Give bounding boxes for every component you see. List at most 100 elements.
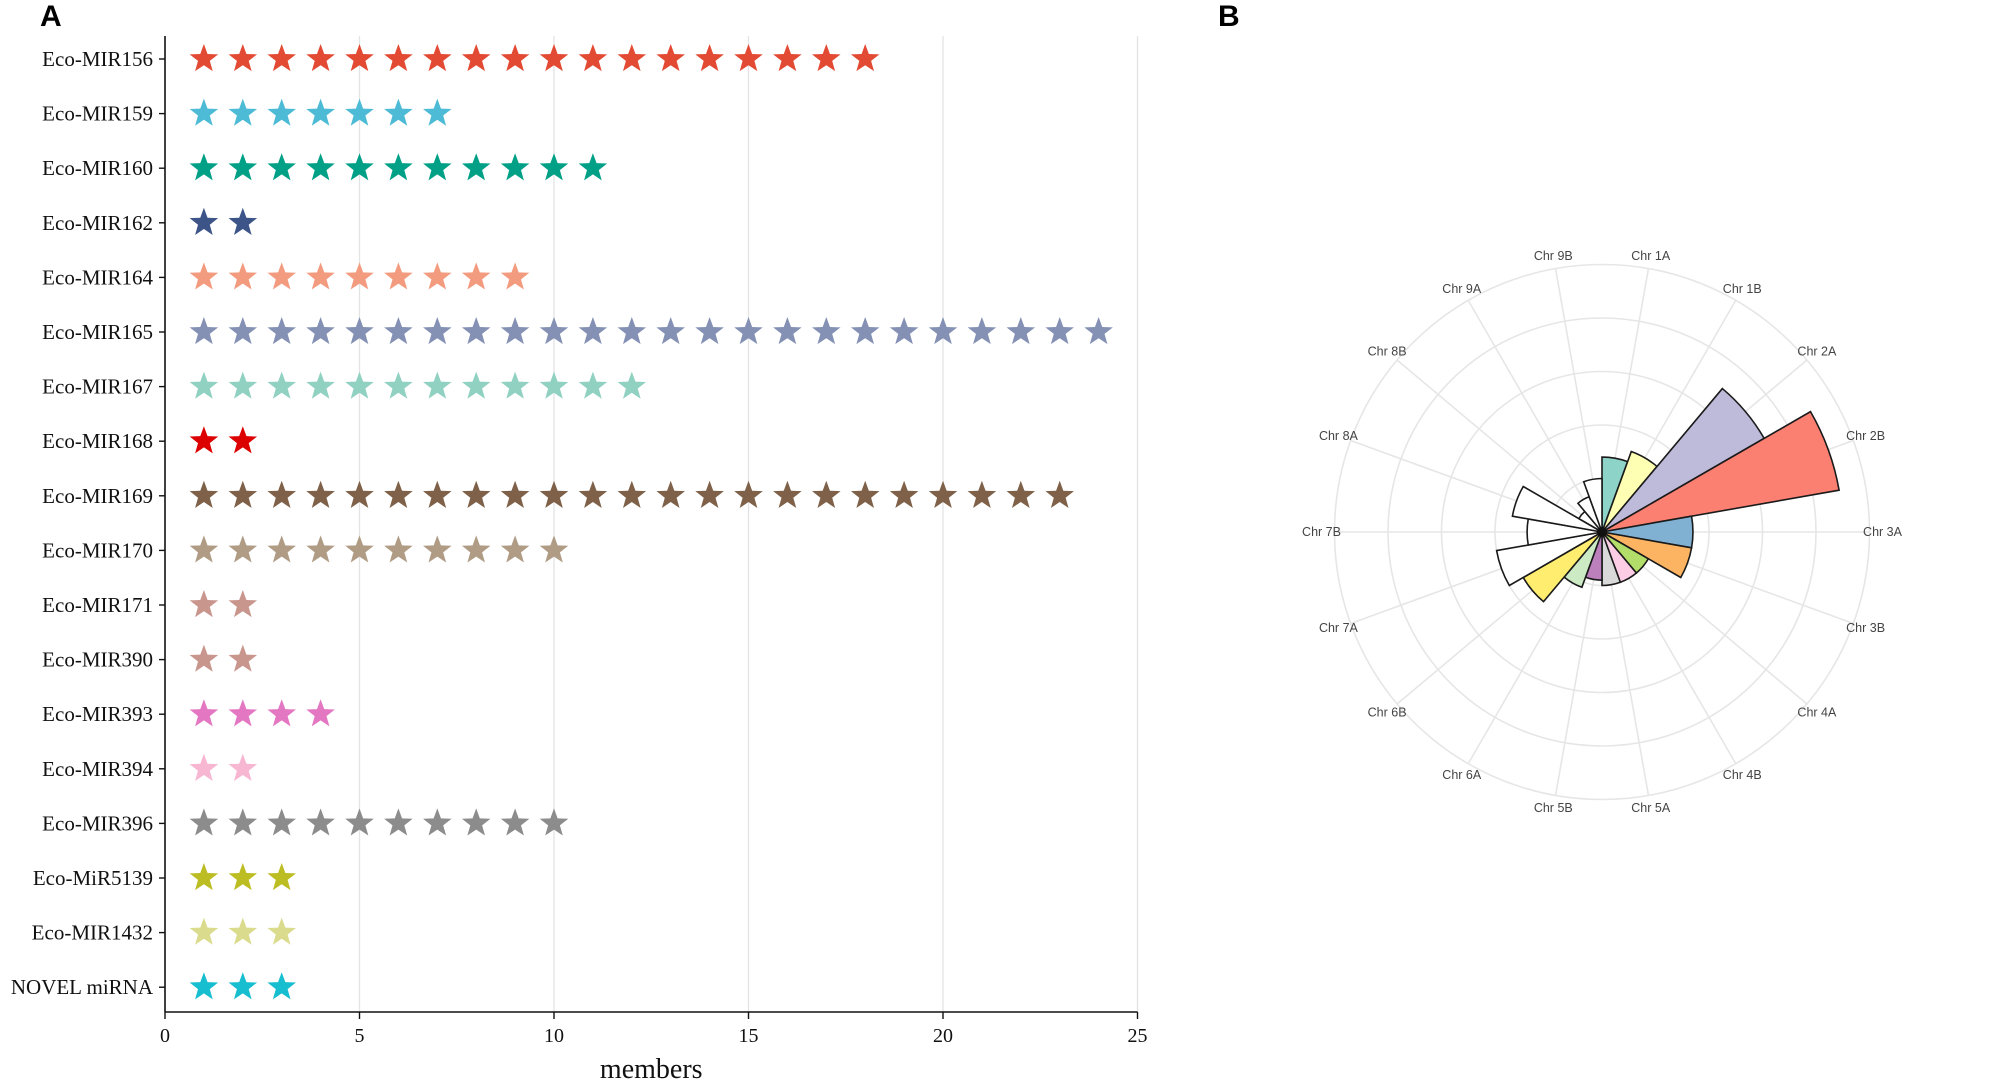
star-marker bbox=[1006, 317, 1036, 345]
star-marker bbox=[267, 317, 296, 345]
category-label: Eco-MIR167 bbox=[42, 375, 153, 399]
star-marker bbox=[306, 371, 335, 399]
panel-a-category-labels: Eco-MIR156 Eco-MIR159 Eco-MIR160 Eco-MIR162… bbox=[11, 47, 154, 999]
star-marker bbox=[384, 262, 413, 290]
star-marker bbox=[384, 44, 413, 72]
star-marker bbox=[500, 480, 530, 508]
star-marker bbox=[267, 972, 296, 1000]
star-marker bbox=[578, 317, 608, 345]
star-marker bbox=[345, 153, 374, 181]
star-marker bbox=[928, 317, 958, 345]
star-marker bbox=[189, 753, 219, 781]
star-marker bbox=[306, 317, 335, 345]
star-marker bbox=[578, 371, 608, 399]
star-marker bbox=[617, 371, 647, 399]
star-marker bbox=[539, 44, 569, 72]
star-marker bbox=[461, 371, 491, 399]
category-label: Eco-MIR165 bbox=[42, 320, 153, 344]
star-marker bbox=[306, 808, 335, 836]
star-marker bbox=[228, 317, 258, 345]
star-marker bbox=[423, 262, 452, 290]
chromosome-label: Chr 8A bbox=[1319, 429, 1359, 443]
star-marker bbox=[423, 153, 452, 181]
star-marker bbox=[461, 535, 491, 563]
star-marker bbox=[423, 44, 452, 72]
x-tick-label: 15 bbox=[739, 1025, 759, 1047]
polar-center bbox=[1597, 527, 1607, 537]
star-marker bbox=[306, 153, 335, 181]
star-marker bbox=[189, 699, 219, 727]
star-marker bbox=[734, 44, 763, 72]
x-tick-label: 20 bbox=[933, 1025, 953, 1047]
star-marker bbox=[500, 317, 530, 345]
star-marker bbox=[461, 317, 491, 345]
chromosome-label: Chr 3B bbox=[1846, 621, 1885, 635]
star-marker bbox=[306, 44, 335, 72]
star-marker bbox=[228, 808, 258, 836]
x-axis-title: members bbox=[600, 1054, 703, 1085]
star-marker bbox=[267, 262, 296, 290]
star-marker bbox=[267, 808, 296, 836]
star-marker bbox=[267, 371, 296, 399]
star-marker bbox=[189, 535, 219, 563]
chromosome-label: Chr 3A bbox=[1863, 525, 1903, 539]
star-marker bbox=[228, 207, 258, 235]
star-marker bbox=[695, 480, 724, 508]
star-marker bbox=[228, 753, 258, 781]
star-marker bbox=[461, 44, 491, 72]
star-marker bbox=[306, 699, 335, 727]
category-label: Eco-MIR162 bbox=[42, 211, 153, 235]
star-marker bbox=[889, 317, 919, 345]
star-marker bbox=[773, 44, 802, 72]
star-marker bbox=[345, 808, 374, 836]
star-marker bbox=[306, 98, 335, 126]
chromosome-label: Chr 7B bbox=[1302, 525, 1341, 539]
star-marker bbox=[189, 917, 219, 945]
chromosome-label: Chr 8B bbox=[1368, 345, 1407, 359]
star-marker bbox=[345, 262, 374, 290]
star-marker bbox=[384, 317, 413, 345]
chromosome-label: Chr 2A bbox=[1797, 345, 1837, 359]
star-marker bbox=[734, 480, 763, 508]
star-marker bbox=[539, 808, 569, 836]
chromosome-label: Chr 5A bbox=[1631, 801, 1671, 815]
star-marker bbox=[267, 535, 296, 563]
category-label: Eco-MIR171 bbox=[42, 593, 153, 617]
category-label: Eco-MIR396 bbox=[42, 811, 153, 835]
category-label: Eco-MIR164 bbox=[42, 265, 153, 289]
star-marker bbox=[345, 480, 374, 508]
star-marker bbox=[1045, 317, 1074, 345]
polar-bar bbox=[1601, 410, 1841, 533]
star-marker bbox=[267, 480, 296, 508]
star-marker bbox=[850, 44, 880, 72]
star-marker bbox=[228, 426, 258, 454]
star-marker bbox=[695, 44, 724, 72]
star-marker bbox=[189, 317, 219, 345]
panel-b-polar-chart: Chr 1A Chr 1B Chr 2A Chr 2B Chr 3A Chr 3B Chr … bbox=[1302, 249, 1903, 815]
polar-bar bbox=[1495, 531, 1603, 587]
star-marker bbox=[228, 972, 258, 1000]
angular-gridline bbox=[1396, 359, 1603, 533]
star-marker bbox=[267, 917, 296, 945]
star-marker bbox=[656, 44, 685, 72]
star-marker bbox=[967, 480, 997, 508]
x-tick-label: 0 bbox=[160, 1025, 170, 1047]
star-marker bbox=[617, 480, 647, 508]
panel-a-chart: Eco-MIR156 Eco-MIR159 Eco-MIR160 Eco-MIR162… bbox=[11, 36, 1148, 1085]
star-marker bbox=[384, 535, 413, 563]
chromosome-label: Chr 2B bbox=[1846, 429, 1885, 443]
category-label: Eco-MIR159 bbox=[42, 102, 153, 126]
star-marker bbox=[228, 644, 258, 672]
category-label: Eco-MIR394 bbox=[42, 757, 153, 781]
star-marker bbox=[773, 317, 802, 345]
star-marker bbox=[189, 644, 219, 672]
star-marker bbox=[189, 972, 219, 1000]
star-marker bbox=[423, 371, 452, 399]
star-marker bbox=[228, 917, 258, 945]
star-marker bbox=[189, 808, 219, 836]
star-marker bbox=[267, 98, 296, 126]
star-marker bbox=[461, 480, 491, 508]
panel-b-bars bbox=[1495, 387, 1841, 603]
polar-bar bbox=[1582, 477, 1603, 533]
star-marker bbox=[889, 480, 919, 508]
